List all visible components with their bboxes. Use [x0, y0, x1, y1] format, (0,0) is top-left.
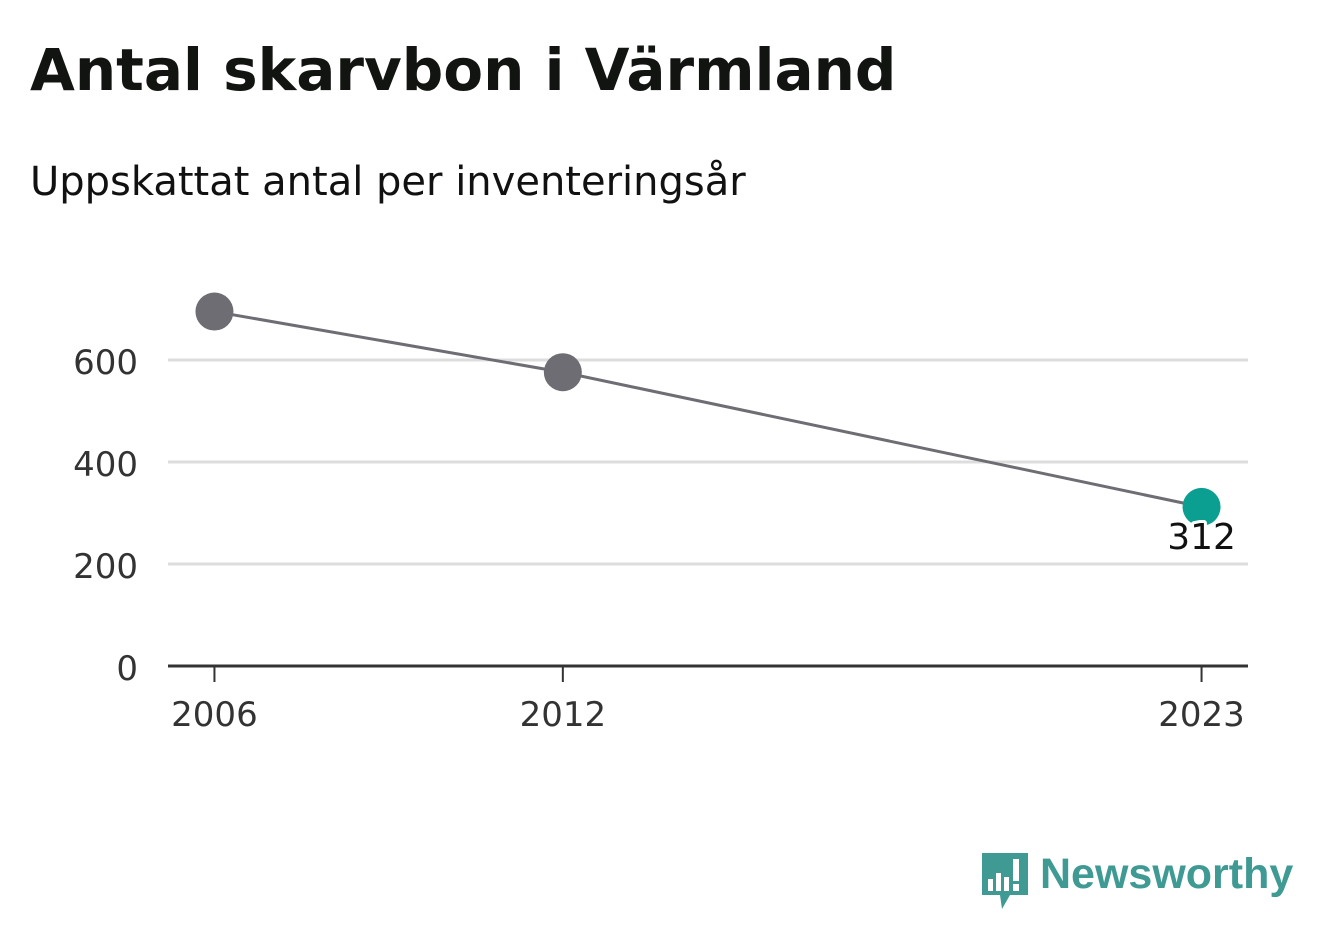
- y-tick-label-400: 400: [73, 445, 138, 485]
- y-tick-label-200: 200: [73, 547, 138, 587]
- brand-name: Newsworthy: [1040, 849, 1294, 898]
- newsworthy-logo: Newsworthy: [980, 848, 1293, 912]
- data-point-2006: [195, 292, 234, 331]
- x-tick-label-2006: 2006: [171, 695, 258, 735]
- newsworthy-logo-icon: [982, 853, 1028, 909]
- chart-subtitle: Uppskattat antal per inventeringsår: [30, 159, 746, 205]
- y-tick-label-0: 0: [116, 649, 138, 689]
- data-label-2023: 312: [1167, 517, 1236, 558]
- y-tick-label-600: 600: [73, 343, 138, 383]
- data-point-2012: [543, 353, 582, 392]
- x-tick-label-2012: 2012: [520, 695, 607, 735]
- chart-title: Antal skarvbon i Värmland: [30, 36, 897, 104]
- x-tick-label-2023: 2023: [1158, 695, 1245, 735]
- data-point-2023: [1182, 487, 1221, 526]
- series-line: [214, 310, 1202, 509]
